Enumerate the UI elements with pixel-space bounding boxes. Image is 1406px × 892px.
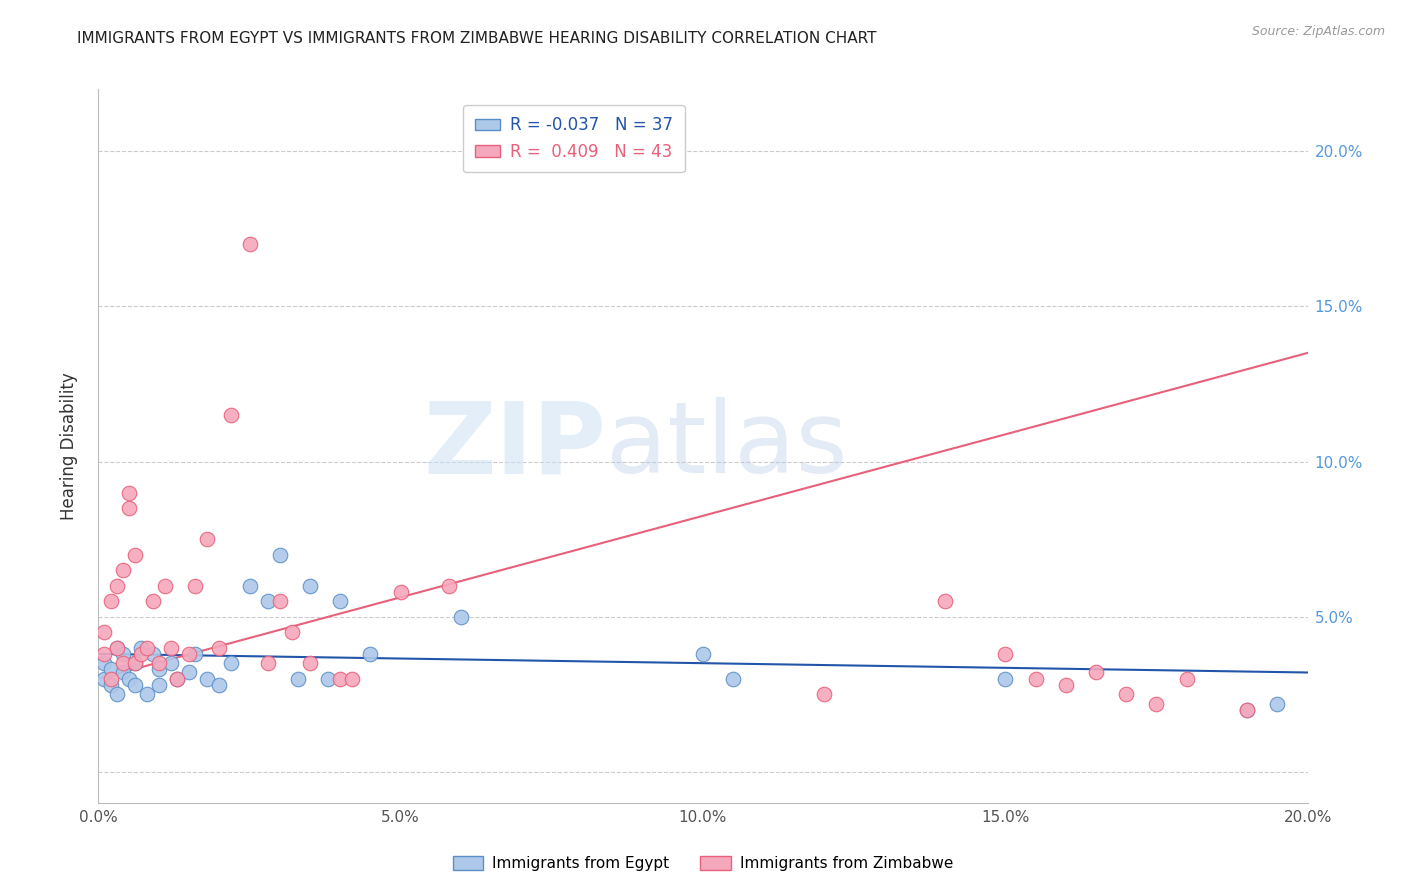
Point xyxy=(195,532,218,546)
Point xyxy=(124,656,146,670)
Point xyxy=(1024,672,1046,686)
Point xyxy=(111,563,134,577)
Point xyxy=(269,548,291,562)
Point xyxy=(329,672,352,686)
Point xyxy=(813,687,835,701)
Point xyxy=(1236,703,1258,717)
Point xyxy=(166,672,188,686)
Point xyxy=(179,665,201,680)
Legend: R = -0.037   N = 37, R =  0.409   N = 43: R = -0.037 N = 37, R = 0.409 N = 43 xyxy=(464,104,685,172)
Point xyxy=(1236,703,1258,717)
Point xyxy=(118,501,141,516)
Point xyxy=(437,579,460,593)
Point xyxy=(105,640,128,655)
Point xyxy=(100,594,122,608)
Point xyxy=(195,672,218,686)
Point xyxy=(148,656,170,670)
Point xyxy=(111,665,134,680)
Point xyxy=(148,662,170,676)
Legend: Immigrants from Egypt, Immigrants from Zimbabwe: Immigrants from Egypt, Immigrants from Z… xyxy=(447,850,959,877)
Point xyxy=(105,579,128,593)
Point xyxy=(184,579,207,593)
Point xyxy=(118,485,141,500)
Point xyxy=(1085,665,1108,680)
Point xyxy=(342,672,364,686)
Text: ZIP: ZIP xyxy=(423,398,606,494)
Point xyxy=(269,594,291,608)
Point xyxy=(1175,672,1198,686)
Point xyxy=(184,647,207,661)
Point xyxy=(221,408,243,422)
Point xyxy=(208,640,231,655)
Point xyxy=(100,672,122,686)
Text: atlas: atlas xyxy=(606,398,848,494)
Point xyxy=(93,656,115,670)
Point xyxy=(160,656,183,670)
Text: IMMIGRANTS FROM EGYPT VS IMMIGRANTS FROM ZIMBABWE HEARING DISABILITY CORRELATION: IMMIGRANTS FROM EGYPT VS IMMIGRANTS FROM… xyxy=(77,31,877,46)
Point xyxy=(389,584,412,599)
Point xyxy=(93,647,115,661)
Point xyxy=(1115,687,1137,701)
Point xyxy=(1144,697,1167,711)
Point xyxy=(124,678,146,692)
Point xyxy=(299,579,322,593)
Point xyxy=(1054,678,1077,692)
Point xyxy=(148,678,170,692)
Point xyxy=(105,640,128,655)
Point xyxy=(256,594,278,608)
Point xyxy=(221,656,243,670)
Point xyxy=(100,662,122,676)
Point xyxy=(93,672,115,686)
Point xyxy=(1267,697,1289,711)
Point xyxy=(153,579,176,593)
Point xyxy=(118,672,141,686)
Text: Source: ZipAtlas.com: Source: ZipAtlas.com xyxy=(1251,25,1385,38)
Point xyxy=(124,548,146,562)
Point xyxy=(124,656,146,670)
Point xyxy=(994,672,1017,686)
Point xyxy=(239,237,262,252)
Point xyxy=(692,647,714,661)
Point xyxy=(129,640,152,655)
Point xyxy=(179,647,201,661)
Point xyxy=(135,640,157,655)
Point xyxy=(299,656,322,670)
Point xyxy=(111,647,134,661)
Point xyxy=(93,625,115,640)
Point xyxy=(287,672,309,686)
Point xyxy=(239,579,262,593)
Point xyxy=(135,687,157,701)
Point xyxy=(934,594,956,608)
Point xyxy=(316,672,339,686)
Point xyxy=(160,640,183,655)
Point xyxy=(142,647,165,661)
Point xyxy=(105,687,128,701)
Point xyxy=(450,609,472,624)
Point xyxy=(329,594,352,608)
Point xyxy=(111,656,134,670)
Y-axis label: Hearing Disability: Hearing Disability xyxy=(59,372,77,520)
Point xyxy=(360,647,382,661)
Point xyxy=(723,672,745,686)
Point xyxy=(994,647,1017,661)
Point xyxy=(208,678,231,692)
Point xyxy=(129,647,152,661)
Point xyxy=(281,625,304,640)
Point xyxy=(100,678,122,692)
Point xyxy=(166,672,188,686)
Point xyxy=(256,656,278,670)
Point xyxy=(142,594,165,608)
